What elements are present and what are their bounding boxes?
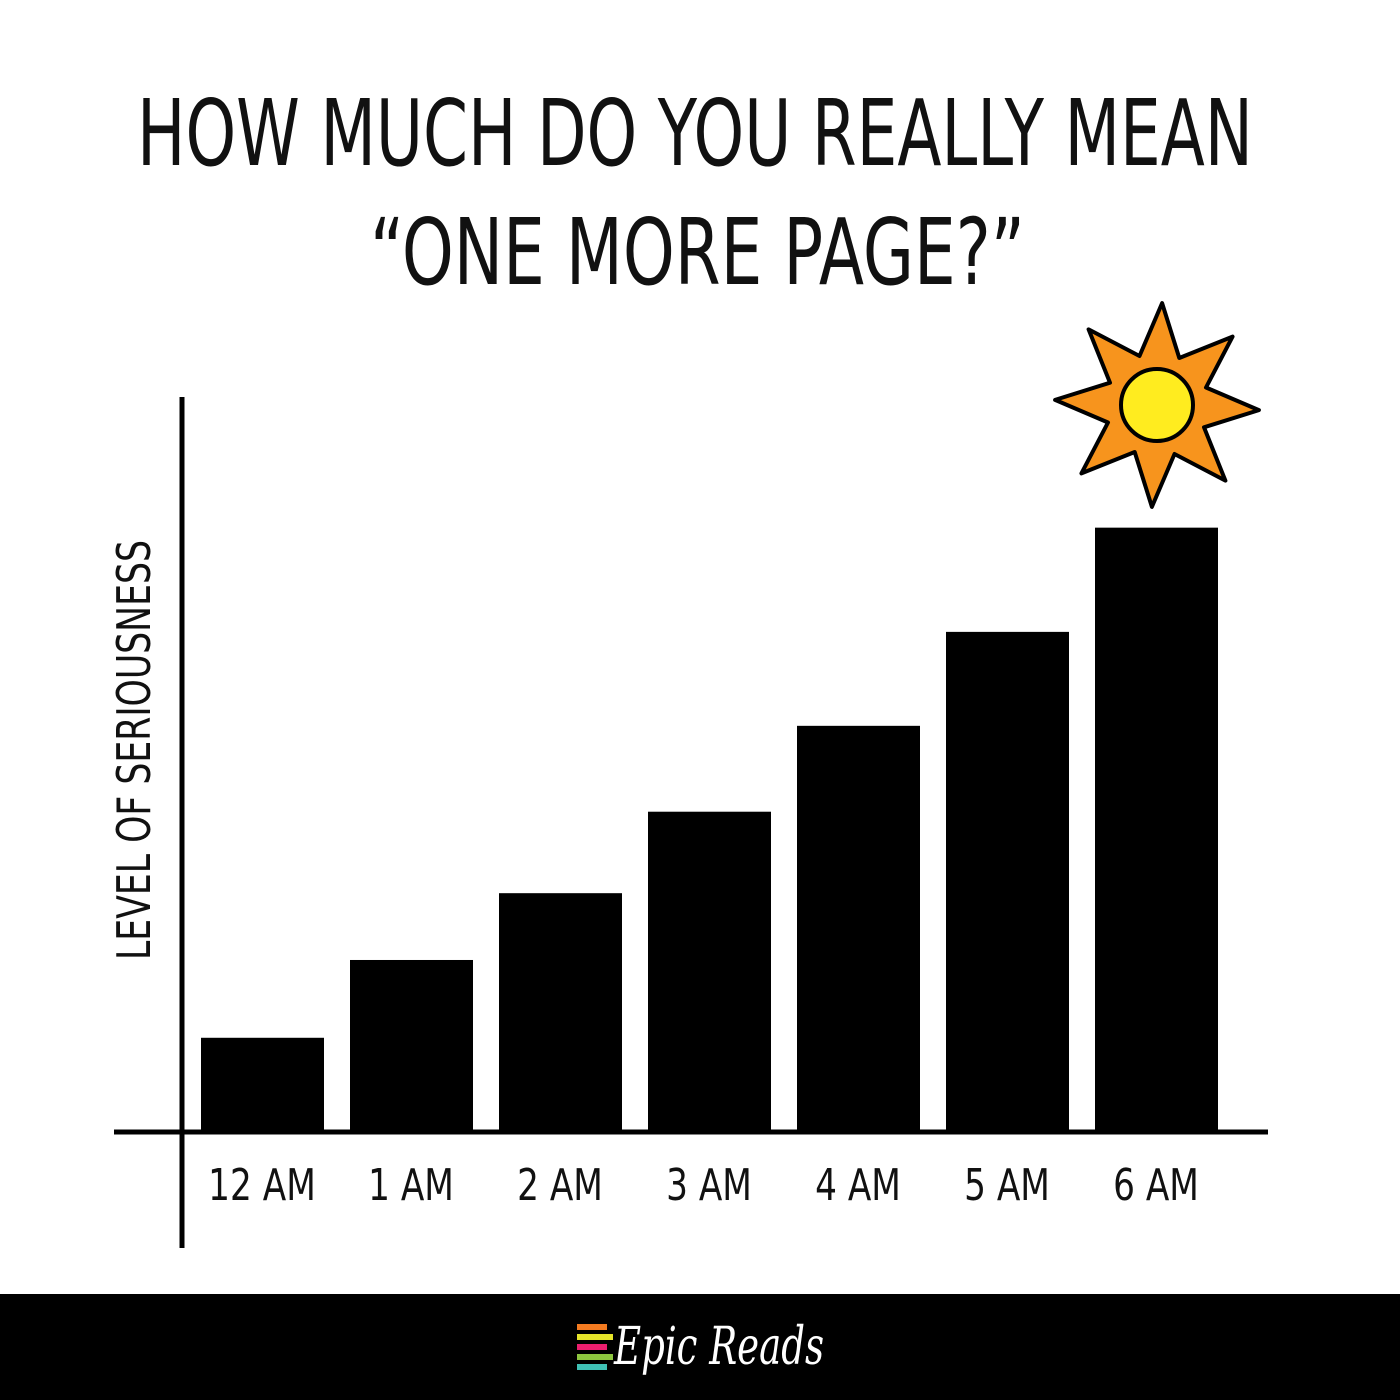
- bar-2-am: [499, 893, 622, 1131]
- chart-subtitle: “ONE MORE PAGE?”: [370, 199, 1025, 306]
- x-tick-label: 2 AM: [517, 1160, 603, 1211]
- x-tick-label: 3 AM: [666, 1160, 752, 1211]
- x-tick-label: 12 AM: [208, 1160, 316, 1211]
- chart-title: HOW MUCH DO YOU REALLY MEAN: [137, 80, 1253, 187]
- logo-stripe: [577, 1344, 607, 1350]
- bar-5-am: [946, 631, 1069, 1131]
- bar-chart: HOW MUCH DO YOU REALLY MEAN “ONE MORE PA…: [107, 80, 1268, 1248]
- footer-bar: Epic Reads: [0, 1294, 1400, 1400]
- logo-text: Epic Reads: [613, 1317, 824, 1377]
- x-tick-label: 4 AM: [815, 1160, 901, 1211]
- epic-reads-logo: Epic Reads: [577, 1317, 824, 1377]
- bar-1-am: [350, 959, 473, 1131]
- bar-12-am: [201, 1037, 324, 1131]
- x-tick-label: 1 AM: [368, 1160, 454, 1211]
- bar-6-am: [1095, 527, 1218, 1131]
- logo-stripe: [577, 1354, 613, 1360]
- x-tick-label: 5 AM: [964, 1160, 1050, 1211]
- x-tick-label: 6 AM: [1113, 1160, 1199, 1211]
- bar-3-am: [648, 811, 771, 1131]
- logo-stripe: [577, 1324, 607, 1330]
- logo-stripe: [577, 1364, 607, 1370]
- bar-4-am: [797, 725, 920, 1131]
- y-axis-label: LEVEL OF SERIOUSNESS: [107, 540, 161, 960]
- logo-stripe: [577, 1334, 613, 1340]
- sun-icon: [1053, 301, 1261, 509]
